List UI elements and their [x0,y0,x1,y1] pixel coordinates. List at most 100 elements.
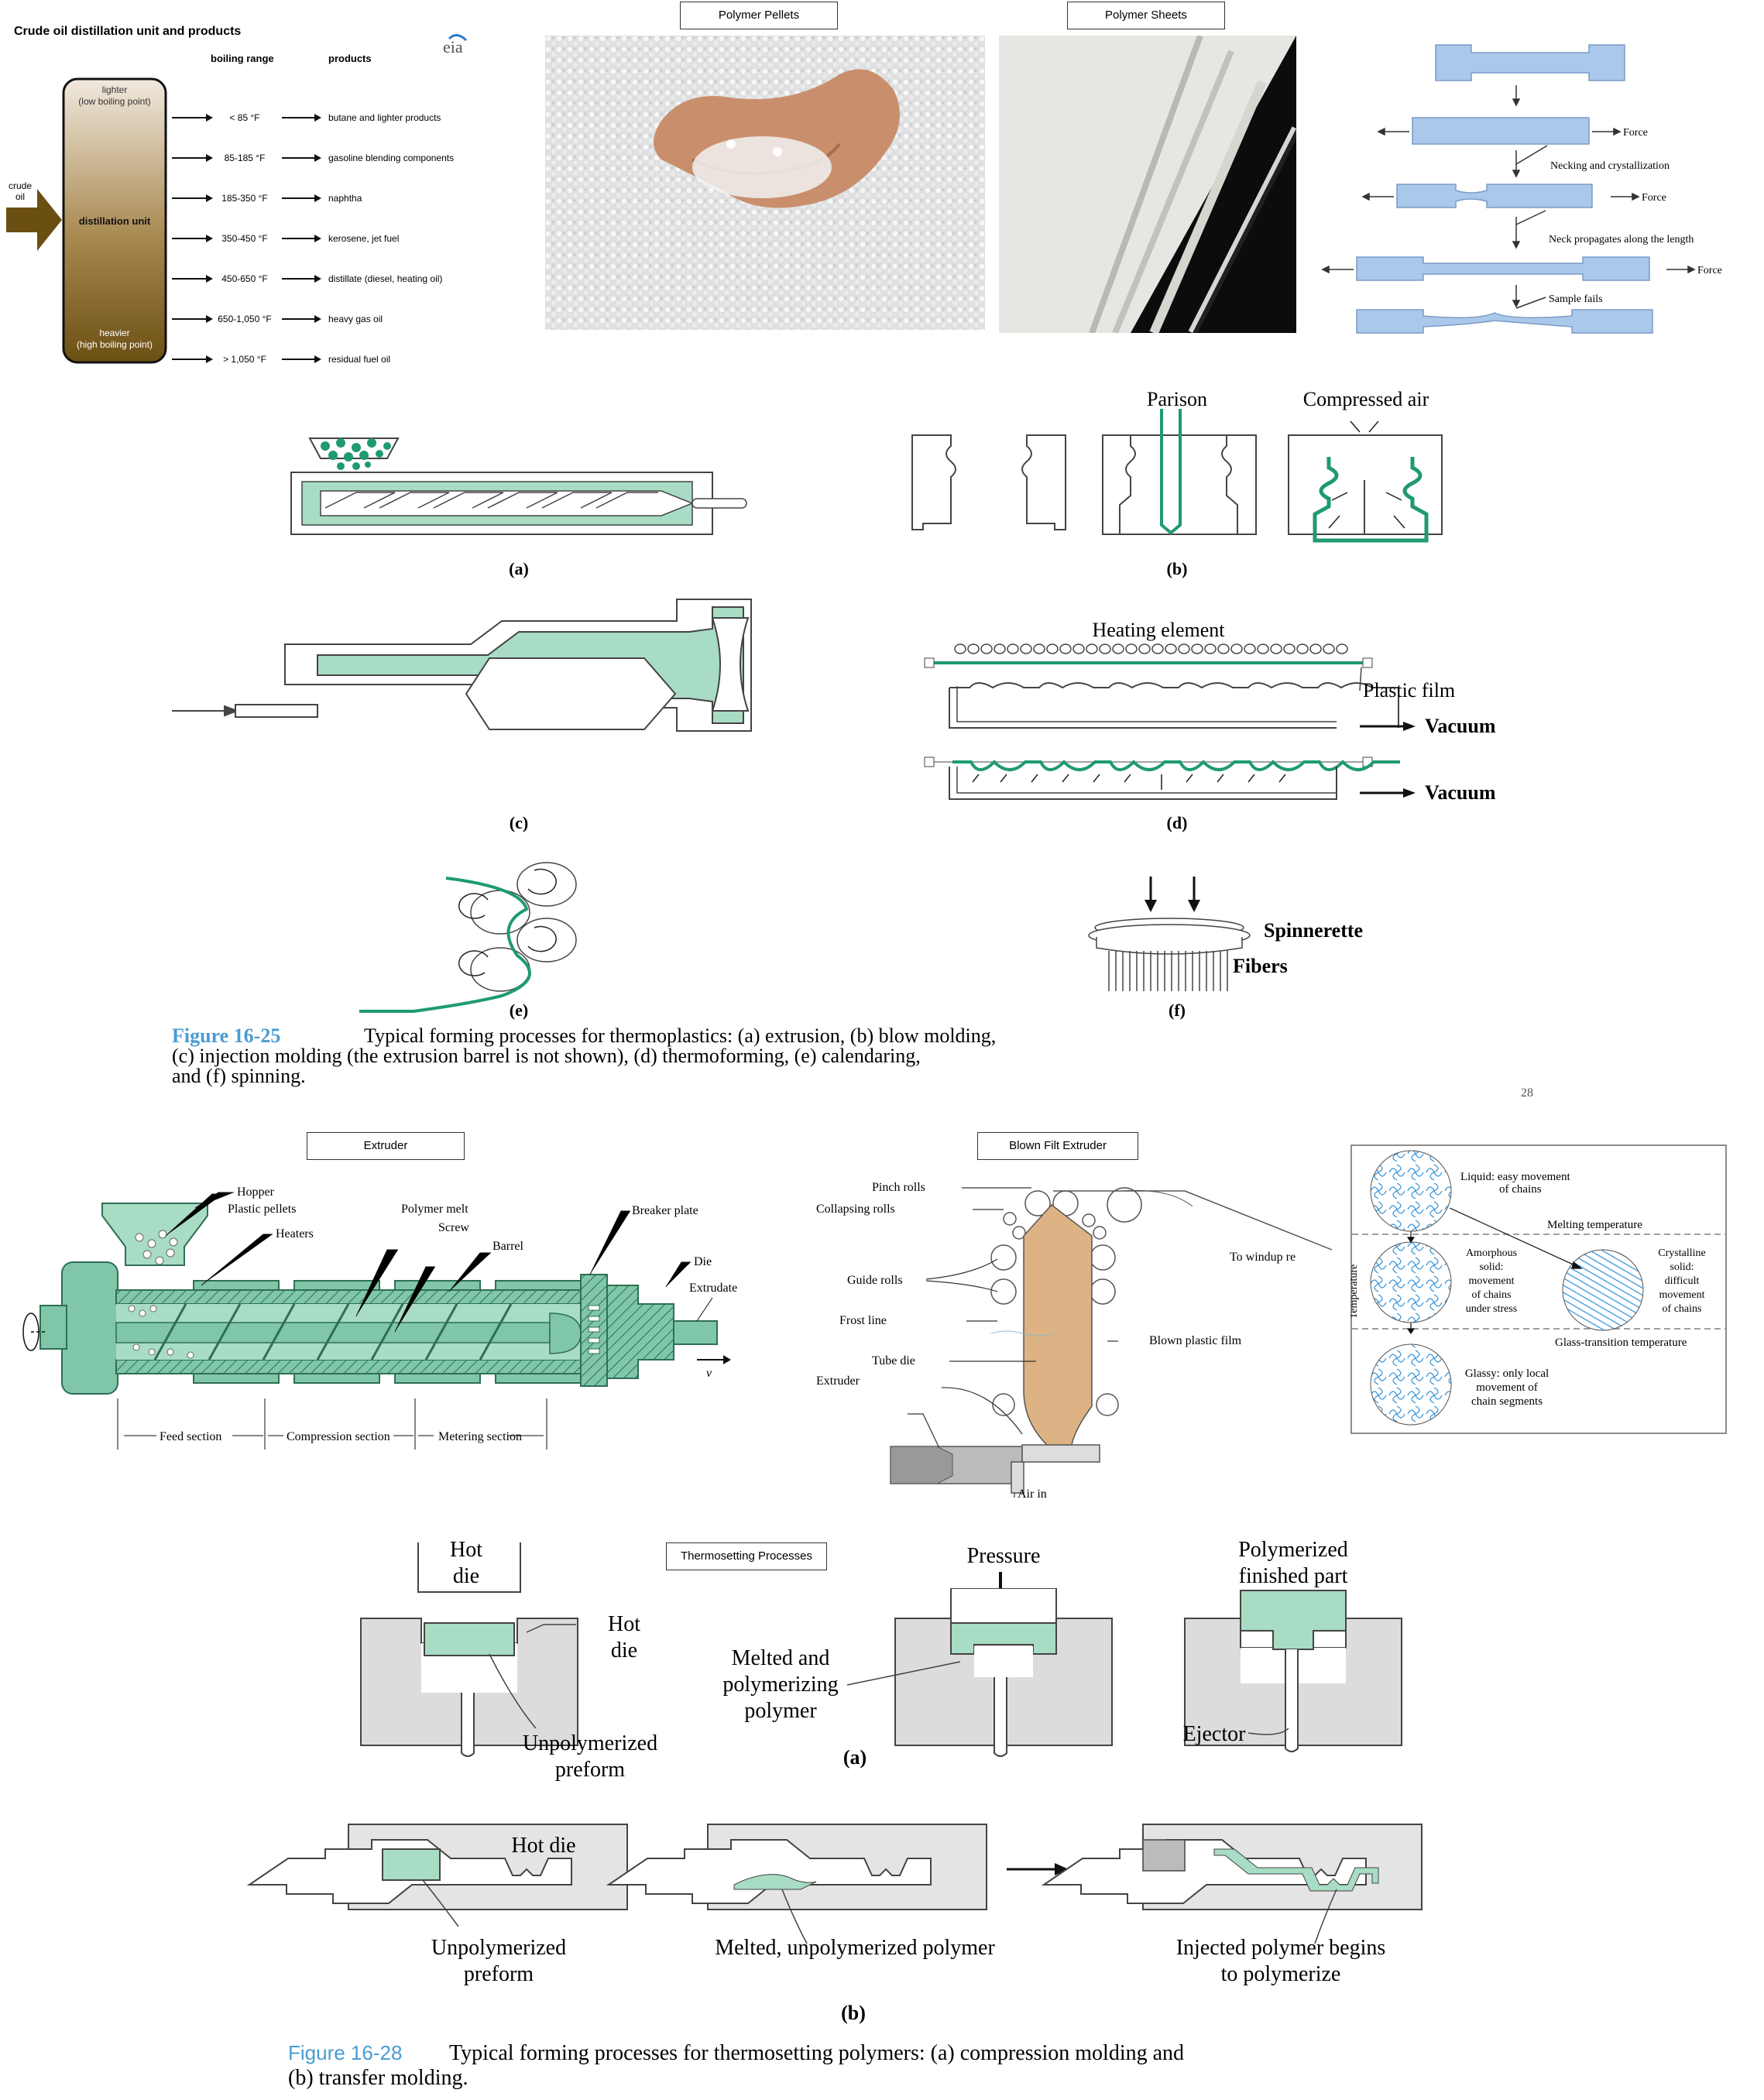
polymer-pellets-photo [545,36,985,330]
fibers-label: Fibers [1233,955,1288,977]
distillation-range: 650-1,050 °F [218,314,272,324]
heating-coil [1270,643,1282,654]
liquid-line1: Liquid: easy movement [1460,1171,1570,1183]
blown-film-label: Blown plastic film [1149,1334,1242,1347]
figure-16-28: Hot die Hot die Unpolymerized preform Pr… [0,1525,1764,2100]
hot-die-b-label: Hot die [511,1834,575,1858]
vacuum-label-2: Vacuum [1425,781,1496,804]
heating-coil [994,643,1006,654]
fig25-label-b: (b) [1167,559,1188,578]
hot-die-top-1: Hot [450,1538,482,1562]
extruder-label: Extruder [816,1374,860,1388]
die-label: Die [694,1255,712,1268]
vacuum-label-1: Vacuum [1425,715,1496,737]
fig28-caption-line1: Typical forming processes for thermosett… [449,2041,1184,2065]
column-top-line2: (low boiling point) [78,96,150,107]
polymer-sheets-label: Polymer Sheets [1067,2,1225,29]
distillation-arrow-in-head [206,275,213,283]
fig28-caption-line2: (b) transfer molding. [288,2066,468,2090]
glassy-2: movement of [1476,1381,1538,1394]
fig25-caption-line1: Typical forming processes for thermoplas… [364,1024,996,1047]
distillation-product: gasoline blending components [328,153,454,163]
force-label-2: Force [1642,192,1666,204]
distillation-arrow-out-head [314,275,321,283]
force-label-1: Force [1623,127,1648,139]
heating-coil [1020,643,1032,654]
crystalline-3: difficult [1665,1275,1700,1287]
fig25-caption-line3: and (f) spinning. [172,1065,306,1087]
heating-coil [1112,643,1124,654]
distillation-arrow-out-head [314,235,321,242]
extruder-diagram: v Hopper Plastic pellets Heaters Polymer… [0,1169,759,1479]
distillation-product: residual fuel oil [328,354,390,365]
ejector-label: Ejector [1183,1722,1247,1746]
heating-coil [1309,643,1322,654]
heating-coil [1033,643,1045,654]
heating-coil [1178,643,1190,654]
fig28-caption-number: Figure 16-28 [288,2041,402,2064]
necking-label: Necking and crystallization [1550,160,1670,172]
sample-fails-label: Sample fails [1549,293,1603,305]
distillation-range: 350-450 °F [221,233,268,244]
heating-coil [1283,643,1296,654]
tube-die-label: Tube die [872,1354,915,1367]
products-header: products [328,53,372,64]
heating-coil [954,643,966,654]
heating-element-label: Heating element [1092,619,1225,641]
distillation-arrow-in-head [206,194,213,202]
heating-coil [1244,643,1256,654]
distillation-column [62,77,167,364]
spinnerette-label: Spinnerette [1264,919,1363,942]
crude-input-arrow [6,189,62,251]
parison-label: Parison [1147,388,1207,410]
distillation-product: naphtha [328,193,362,204]
hot-die-side-2: die [611,1638,637,1662]
heating-coil [1007,643,1019,654]
tensile-necking-diagram: Force Force Force Necking and crystalliz… [1313,31,1764,348]
distillation-arrow-out-head [314,355,321,363]
v-label: v [706,1367,712,1380]
feed-section-label: Feed section [160,1430,221,1443]
heating-coil [1086,643,1098,654]
heating-coil [967,643,980,654]
column-mid: distillation unit [79,215,151,227]
label-b: (b) [841,2002,866,2024]
fig25-label-d: (d) [1167,813,1188,832]
heating-coil [1046,643,1059,654]
plastic-pellets-label: Plastic pellets [228,1203,296,1216]
screw-label: Screw [438,1221,469,1234]
hot-die-side-1: Hot [608,1612,640,1636]
heating-coil [1296,643,1309,654]
distillation-arrow-in-head [206,235,213,242]
distillation-range: < 85 °F [229,112,259,123]
frost-line-label: Frost line [839,1314,887,1327]
pressure-label: Pressure [967,1544,1041,1568]
blown-film-title: Blown Filt Extruder [977,1132,1138,1160]
amorphous-5: under stress [1466,1303,1518,1315]
liquid-line2: of chains [1499,1183,1542,1196]
boiling-range-header: boiling range [211,53,274,64]
polymer-melt-label: Polymer melt [401,1203,468,1216]
heating-coil [1204,643,1217,654]
crude-label-2: oil [15,191,25,202]
spinning-diagram: Spinnerette Fibers [1088,877,1363,991]
distillation-product: butane and lighter products [328,112,441,123]
heating-coil [1336,643,1348,654]
breaker-plate-label: Breaker plate [632,1204,698,1217]
compression-section-label: Compression section [287,1430,390,1443]
pinch-rolls-label: Pinch rolls [872,1181,925,1194]
crystalline-4: movement [1659,1289,1704,1301]
column-top-line1: lighter [102,84,128,95]
distillation-arrow-out-head [314,194,321,202]
distillation-product: distillate (diesel, heating oil) [328,273,442,284]
extrusion-diagram [290,438,747,535]
polymer-phase-diagram: Temperature Liquid: easy movement of cha… [1350,1144,1727,1434]
crystalline-1: Crystalline [1658,1247,1705,1259]
distillation-range: 450-650 °F [221,273,268,284]
melted-poly-1: Melted and [732,1646,830,1670]
heating-coil [1099,643,1111,654]
fig25-caption-number: Figure 16-25 [172,1024,280,1047]
heating-coil [1191,643,1203,654]
distillation-title: Crude oil distillation unit and products [14,25,241,38]
windup-label: To windup re [1230,1251,1296,1264]
